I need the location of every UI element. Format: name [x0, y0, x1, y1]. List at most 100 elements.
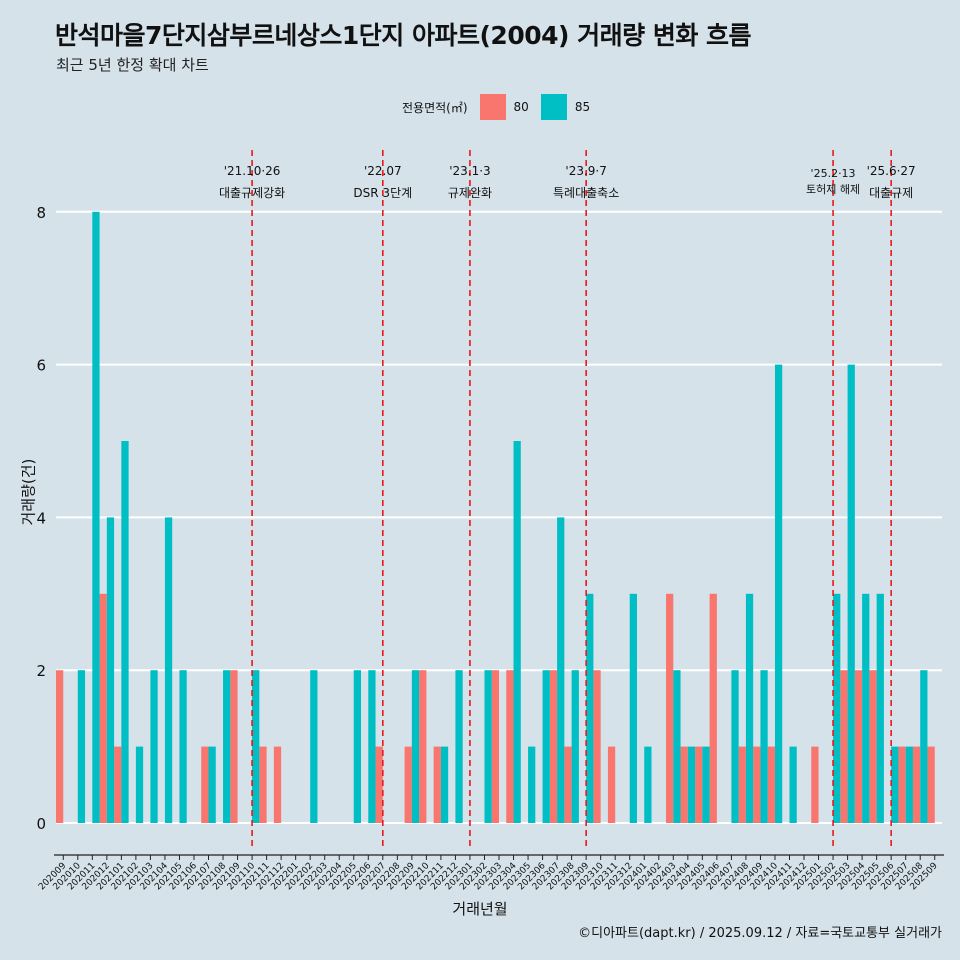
source-caption: ©디아파트(dapt.kr) / 2025.09.12 / 자료=국토교통부 실…: [578, 926, 942, 941]
bar-80-202509: [927, 746, 935, 823]
bar-85-202211: [440, 746, 449, 823]
x-axis-label: 거래년월: [452, 900, 508, 918]
bar-85-202507: [905, 746, 913, 823]
bar-80-202311: [607, 746, 616, 823]
bar-85-202407: [731, 670, 739, 823]
bar-80-202508: [912, 746, 921, 823]
bar-80-202408: [738, 746, 746, 823]
bar-80-202307: [549, 670, 558, 823]
bar-85-202302: [484, 670, 492, 823]
bar-80-202210: [419, 670, 427, 823]
bar-80-202501: [811, 746, 819, 823]
bar-80-202107: [201, 746, 209, 823]
y-tick-label: 4: [36, 509, 46, 527]
bar-85-202212: [455, 670, 463, 823]
bar-80-202101: [114, 746, 122, 823]
bar-80-202111: [259, 746, 267, 823]
bar-85-202209: [411, 670, 420, 823]
bar-85-202205: [353, 670, 362, 823]
chart-title: 반석마을7단지삼부르네상스1단지 아파트(2004) 거래량 변화 흐름: [55, 21, 752, 50]
bar-80-202404: [680, 746, 688, 823]
event-date: '21.10·26: [224, 164, 281, 178]
y-axis-label: 거래량(건): [19, 458, 38, 526]
bar-80-202504: [854, 670, 863, 823]
y-tick-label: 0: [36, 815, 46, 833]
bar-85-202401: [644, 746, 652, 823]
event-date: '23.9·7: [565, 164, 606, 178]
bar-85-202410: [774, 364, 783, 823]
bar-80-202403: [666, 593, 674, 823]
legend-title: 전용면적(㎡): [402, 100, 468, 115]
event-label: 대출규제: [869, 186, 913, 200]
bar-85-202107: [208, 746, 216, 823]
bar-85-202104: [164, 517, 173, 823]
chart-subtitle: 최근 5년 한정 확대 차트: [56, 56, 209, 74]
bar-85-202206: [368, 670, 376, 823]
bar-85-202508: [920, 670, 928, 823]
bar-85-202012: [106, 517, 115, 823]
bar-85-202011: [92, 211, 100, 824]
bar-80-202012: [99, 593, 107, 823]
bar-80-202209: [404, 746, 412, 823]
bar-85-202101: [121, 441, 129, 823]
bar-80-202406: [709, 593, 717, 823]
bar-80-202503: [840, 670, 848, 823]
bar-85-202408: [745, 593, 754, 823]
bar-85-202405: [702, 746, 710, 823]
bar-80-202112: [273, 746, 282, 823]
event-label: 토허제 해제: [806, 182, 860, 196]
event-label: 규제완화: [448, 186, 492, 200]
bar-85-202202: [310, 670, 318, 823]
bar-85-202102: [135, 746, 144, 823]
bar-85-202505: [876, 593, 884, 823]
bar-85-202108: [223, 670, 231, 823]
bar-85-202404: [687, 746, 696, 823]
bar-85-202309: [586, 593, 594, 823]
bar-80-202211: [433, 746, 441, 823]
event-date: '25.2·13: [811, 167, 856, 180]
bar-85-202308: [571, 670, 579, 823]
event-date: '25.6·27: [867, 164, 916, 178]
bar-85-202103: [150, 670, 158, 823]
bar-85-202306: [542, 670, 550, 823]
bar-85-202502: [833, 593, 841, 823]
bar-85-202503: [847, 364, 855, 823]
event-label: DSR 3단계: [353, 186, 412, 200]
bar-80-202410: [767, 746, 775, 823]
bar-80-202009: [56, 670, 64, 823]
bar-85-202403: [673, 670, 681, 823]
event-label: 대출규제강화: [219, 186, 285, 200]
bar-85-202110: [252, 670, 260, 823]
legend-swatch-85: [540, 94, 567, 120]
bar-85-202010: [77, 670, 86, 823]
bar-85-202307: [557, 517, 565, 823]
bar-85-202411: [789, 746, 797, 823]
bar-80-202109: [230, 670, 238, 823]
y-tick-label: 6: [36, 357, 46, 375]
event-label: 특례대출축소: [553, 186, 619, 200]
bar-80-202409: [753, 746, 761, 823]
bar-80-202303: [491, 670, 499, 823]
bar-85-202105: [179, 670, 187, 823]
legend-label-85: 85: [574, 100, 591, 114]
bar-85-202304: [513, 441, 521, 823]
event-date: '22.07: [364, 164, 402, 178]
bar-80-202405: [695, 746, 703, 823]
bar-85-202504: [862, 593, 870, 823]
y-tick-label: 2: [36, 662, 46, 680]
bar-85-202305: [528, 746, 536, 823]
bar-80-202505: [869, 670, 877, 823]
bar-85-202312: [629, 593, 637, 823]
y-tick-label: 8: [36, 204, 46, 222]
bar-85-202506: [891, 746, 899, 823]
bar-80-202304: [506, 670, 514, 823]
bar-80-202507: [898, 746, 906, 823]
legend: 전용면적(㎡) 80 85: [402, 93, 590, 121]
legend-swatch-80: [479, 94, 506, 120]
bar-80-202308: [564, 746, 572, 823]
legend-label-80: 80: [513, 100, 529, 114]
event-date: '23.1·3: [449, 164, 490, 178]
bar-85-202409: [760, 670, 768, 823]
bar-80-202310: [593, 670, 601, 823]
